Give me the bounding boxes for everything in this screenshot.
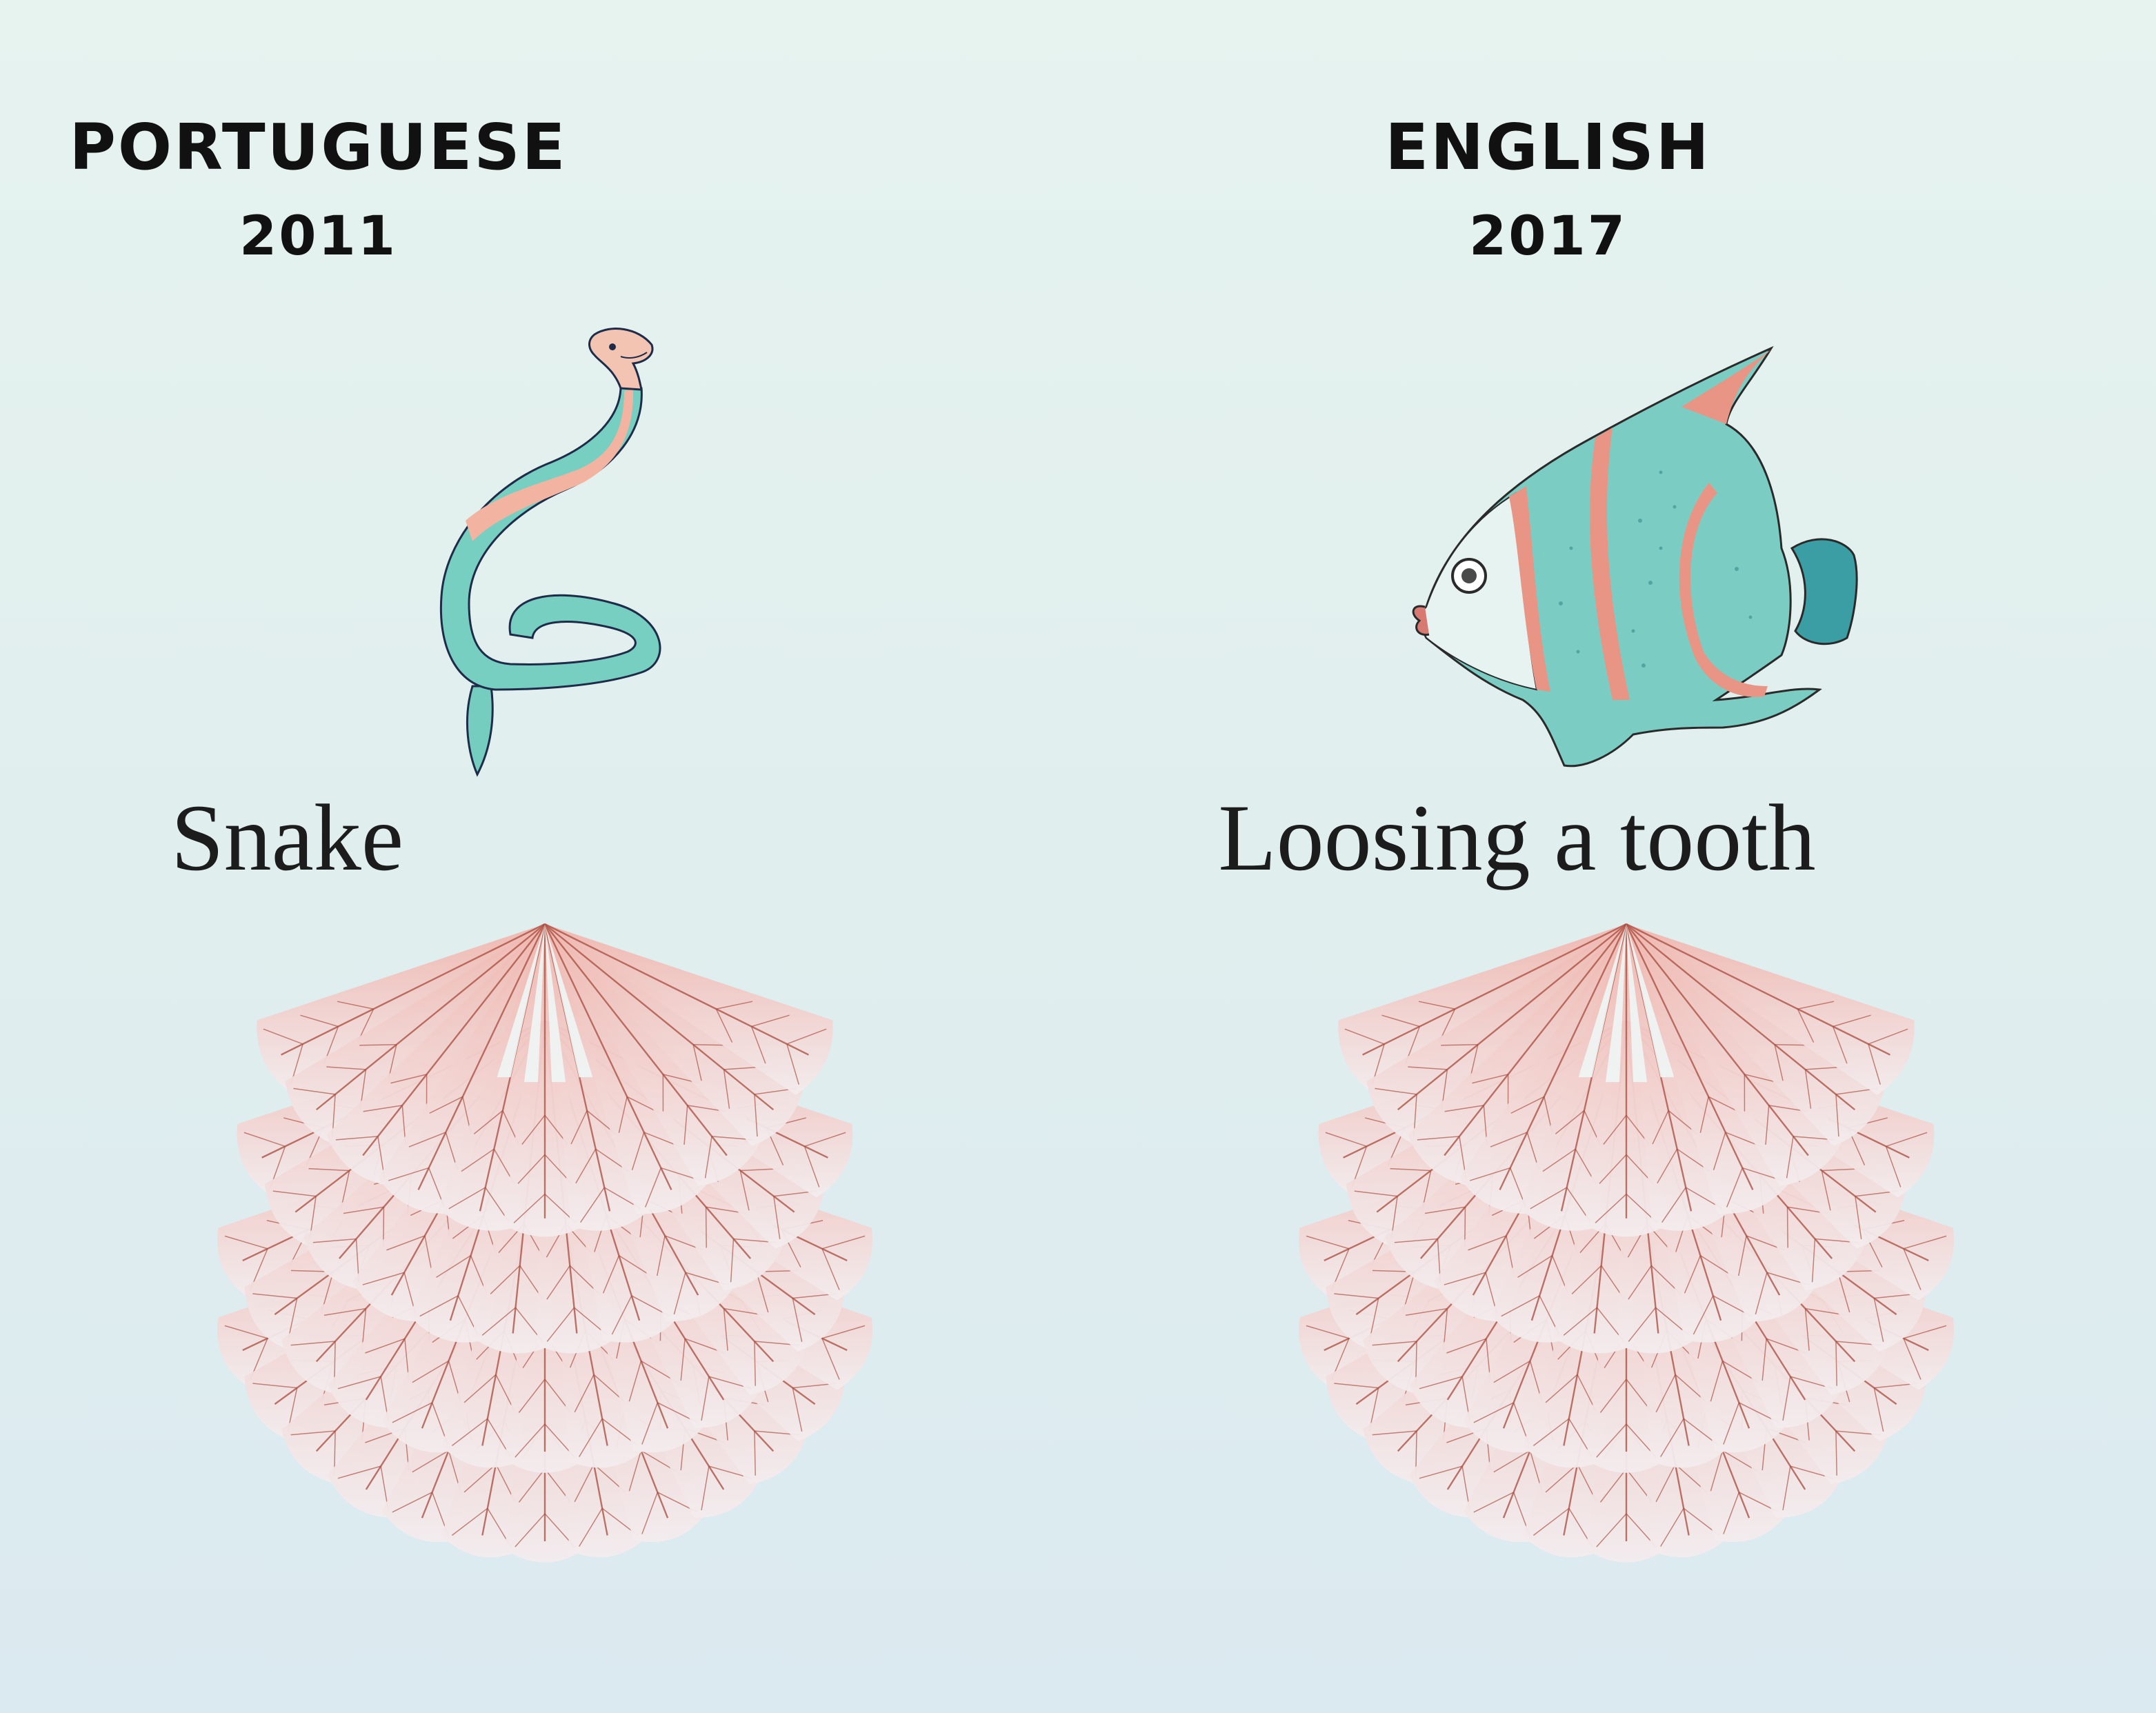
- fan-illustration: [217, 923, 872, 1563]
- translated-word: Snake: [170, 785, 404, 890]
- fan-layer: [1338, 923, 1915, 1237]
- column-portuguese: PORTUGUESE 2011 Snake: [69, 110, 872, 1563]
- translated-word: Loosing a tooth: [1218, 785, 1816, 890]
- fan-illustration: [1299, 923, 1954, 1563]
- year-label: 2011: [239, 206, 398, 268]
- column-english: ENGLISH 2017: [1078, 0, 2156, 1713]
- angelfish-icon: [1412, 345, 1858, 768]
- fan-layer: [257, 923, 833, 1237]
- language-label: ENGLISH: [1385, 110, 1711, 184]
- year-label: 2017: [1468, 206, 1628, 268]
- snake-icon: [439, 328, 661, 777]
- language-label: PORTUGUESE: [69, 110, 568, 184]
